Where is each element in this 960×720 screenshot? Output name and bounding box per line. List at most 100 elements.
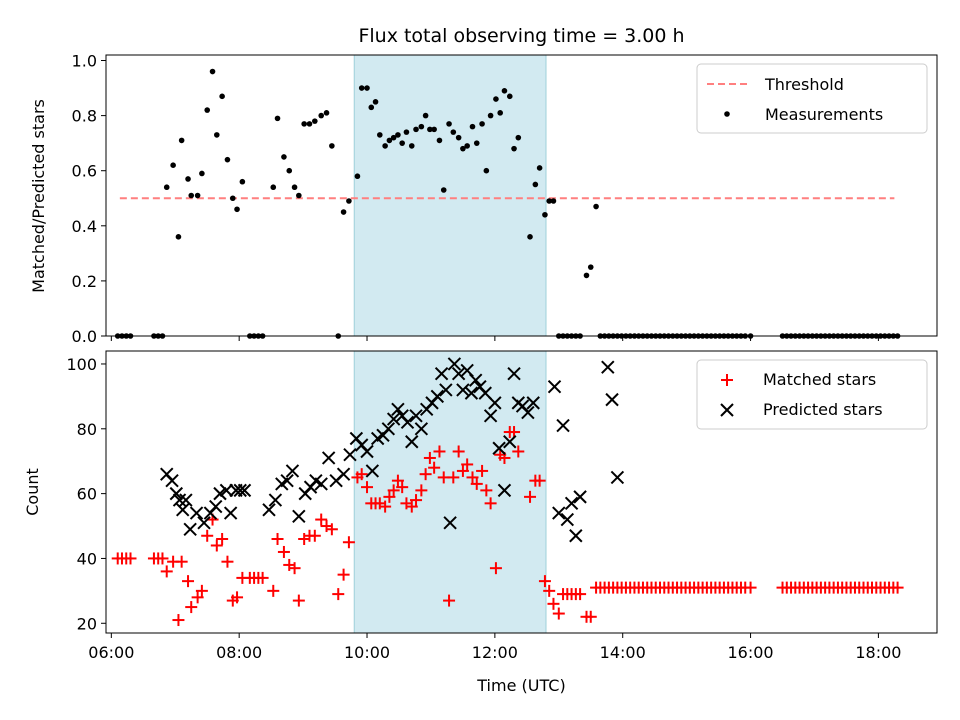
predicted-star-point (292, 509, 306, 524)
predicted-star-point (560, 512, 575, 527)
predicted-star-point (443, 516, 457, 530)
predicted-star-point (556, 418, 570, 433)
measurement-point (323, 110, 330, 116)
predicted-star-point (414, 422, 429, 436)
predicted-star-point (434, 366, 449, 381)
measurement-point (199, 170, 205, 177)
measurement-point (372, 99, 379, 105)
measurement-point (239, 178, 246, 185)
top-y-tick-label: 0.0 (72, 327, 97, 346)
matched-star-point (524, 490, 537, 503)
matched-star-point (160, 565, 173, 578)
measurement-point (587, 264, 594, 270)
measurement-point (382, 143, 388, 149)
x-axis-label: Time (UTC) (476, 676, 565, 695)
predicted-star-point (483, 409, 498, 423)
predicted-star-point (456, 383, 470, 397)
predicted-star-point (447, 357, 462, 371)
matched-star-point (221, 555, 234, 568)
predicted-star-point (409, 409, 423, 423)
measurement-point (532, 181, 539, 188)
measurement-point (493, 96, 499, 102)
matched-star-point (415, 484, 428, 497)
predicted-star-point (386, 412, 401, 426)
predicted-star-point (176, 503, 190, 517)
measurement-point (536, 165, 543, 171)
top-y-axis: 0.0 0.2 0.4 0.6 0.8 1.0 (72, 52, 106, 346)
legend-matched-swatch (721, 374, 733, 386)
measurement-point (593, 203, 599, 210)
measurement-point (527, 234, 533, 240)
top-y-axis-label: Matched/Predicted stars (29, 99, 48, 293)
matched-star-point (447, 471, 460, 484)
predicted-star-point (526, 396, 540, 410)
measurement-point (446, 121, 452, 127)
predicted-star-point (213, 486, 227, 501)
matched-star-point (191, 591, 204, 604)
matched-star-point (379, 500, 392, 513)
measurement-point (209, 68, 216, 75)
predicted-star-point (197, 516, 211, 530)
matched-star-point (277, 545, 290, 558)
predicted-star-point (464, 386, 479, 400)
matched-star-point (361, 481, 374, 494)
matched-star-point (182, 575, 195, 588)
top-legend-box (696, 63, 928, 134)
measurement-point (422, 112, 429, 119)
measurement-point (427, 126, 433, 133)
predicted-star-point (492, 441, 506, 455)
top-x-axis (110, 336, 879, 341)
measurement-point (546, 198, 552, 204)
top-y-tick-label: 0.6 (72, 162, 97, 181)
measurement-point (550, 198, 557, 204)
bottom-plot-frame (105, 350, 938, 634)
top-y-tick-label: 1.0 (72, 52, 97, 71)
predicted-star-point (321, 451, 336, 465)
measurement-point (286, 167, 293, 174)
bottom-y-tick-label: 100 (66, 355, 97, 374)
predicted-star-point (573, 490, 587, 504)
matched-star-point (195, 584, 208, 597)
bottom-y-tick-label: 40 (77, 549, 97, 568)
bottom-y-tick-label: 20 (77, 614, 97, 633)
legend-predicted-label: Predicted stars (763, 400, 883, 419)
matched-star-point (410, 494, 423, 507)
predicted-star-point (314, 477, 328, 491)
matched-star-point (476, 464, 489, 477)
predicted-star-point (564, 496, 579, 511)
observing-window-top (353, 54, 547, 337)
matched-star-point (332, 588, 345, 601)
predicted-star-point (405, 435, 419, 449)
measurement-point (296, 192, 302, 199)
measurement-point (312, 118, 318, 124)
predicted-star-point (169, 486, 184, 501)
legend-predicted-swatch (720, 403, 734, 417)
predicted-star-point (336, 467, 351, 481)
measurement-point (281, 154, 287, 160)
matched-star-point (547, 597, 560, 610)
measurement-point (450, 129, 457, 135)
matched-star-point (185, 601, 198, 614)
matched-star-point (443, 594, 456, 607)
measurement-point (185, 176, 191, 182)
legend-measurements-swatch (724, 111, 730, 117)
matched-stars-series (111, 426, 904, 627)
predicted-star-point (601, 360, 615, 374)
measurement-point (163, 184, 170, 191)
measurement-point (364, 85, 370, 91)
matched-star-point (325, 523, 338, 536)
matched-star-point (396, 481, 409, 494)
predicted-star-point (569, 529, 583, 543)
measurement-point (234, 206, 240, 213)
measurement-point (306, 121, 313, 127)
measurement-point (175, 234, 182, 240)
predicted-star-point (488, 396, 502, 410)
measurement-point (408, 143, 415, 149)
matched-star-point (267, 584, 280, 597)
predicted-star-point (209, 499, 223, 514)
measurement-point (214, 132, 220, 138)
predicted-star-point (280, 473, 294, 488)
matched-star-point (419, 468, 432, 481)
predicted-star-point (605, 392, 619, 407)
matched-star-point (124, 552, 137, 565)
